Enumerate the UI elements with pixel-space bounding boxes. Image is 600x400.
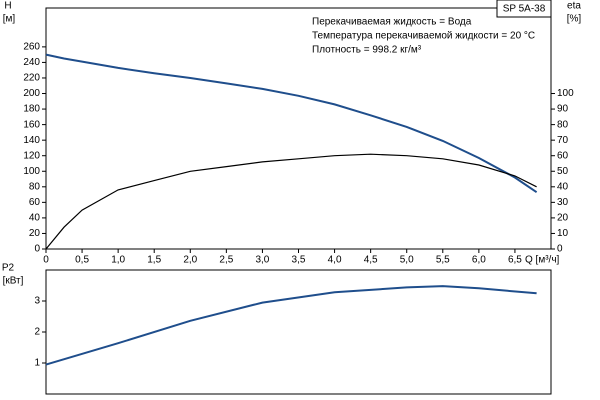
x-label: Q [м³/ч] xyxy=(525,255,560,266)
y2-tick-label: 100 xyxy=(557,88,574,99)
curve xyxy=(45,285,537,366)
x-tick-label: 4,0 xyxy=(328,255,342,266)
y-tick-label: 100 xyxy=(23,166,40,177)
x-tick-label: 3,0 xyxy=(255,255,269,266)
x-tick-label: 5,0 xyxy=(400,255,414,266)
y-tick-label: 60 xyxy=(29,197,41,208)
y2-unit: [%] xyxy=(567,14,582,25)
x-tick-label: 1,5 xyxy=(147,255,161,266)
y-label: H xyxy=(4,1,11,12)
y-tick-label: 80 xyxy=(29,181,41,192)
x-tick-label: 0,5 xyxy=(75,255,89,266)
y-unit: [м] xyxy=(3,14,16,25)
y2-tick-label: 20 xyxy=(557,213,569,224)
x-tick-label: 2,0 xyxy=(183,255,197,266)
y-tick-label: 2 xyxy=(34,327,40,338)
annotation: Перекачиваемая жидкость = Вода xyxy=(312,17,472,28)
y2-tick-label: 60 xyxy=(557,150,569,161)
y2-tick-label: 70 xyxy=(557,135,569,146)
x-tick-label: 4,5 xyxy=(364,255,378,266)
y-tick-label: 160 xyxy=(23,119,40,130)
y-tick-label: 1 xyxy=(34,358,40,369)
curve xyxy=(45,53,538,194)
y-tick-label: 200 xyxy=(23,88,40,99)
chart-title: SP 5A-38 xyxy=(503,4,546,15)
y-tick-label: 0 xyxy=(34,244,40,255)
x-tick-label: 2,5 xyxy=(219,255,233,266)
x-tick-label: 6,0 xyxy=(472,255,486,266)
x-tick-label: 0 xyxy=(43,255,49,266)
y-tick-label: 260 xyxy=(23,42,40,53)
y-tick-label: 220 xyxy=(23,73,40,84)
y2-tick-label: 40 xyxy=(557,181,569,192)
y-tick-label: 180 xyxy=(23,104,40,115)
y-tick-label: 120 xyxy=(23,150,40,161)
y-tick-label: 40 xyxy=(29,213,41,224)
y2-tick-label: 50 xyxy=(557,166,569,177)
x-tick-label: 5,5 xyxy=(436,255,450,266)
y-tick-label: 20 xyxy=(29,228,41,239)
y2-label: eta xyxy=(567,1,581,12)
title-box xyxy=(496,0,552,18)
x-tick-label: 1,0 xyxy=(111,255,125,266)
y2-tick-label: 0 xyxy=(557,244,563,255)
curve xyxy=(45,153,537,250)
annotation: Плотность = 998.2 кг/м³ xyxy=(312,45,422,56)
y-tick-label: 3 xyxy=(34,296,40,307)
plot-frame xyxy=(45,7,552,250)
y-tick-label: 240 xyxy=(23,57,40,68)
y2-tick-label: 90 xyxy=(557,104,569,115)
y2-tick-label: 30 xyxy=(557,197,569,208)
x-tick-label: 6,5 xyxy=(508,255,522,266)
y2-tick-label: 80 xyxy=(557,119,569,130)
y-label: P2 xyxy=(2,263,15,274)
x-tick-label: 3,5 xyxy=(292,255,306,266)
y-unit: [кВт] xyxy=(3,276,24,287)
annotation: Температура перекачиваемой жидкости = 20… xyxy=(312,31,535,42)
y-tick-label: 140 xyxy=(23,135,40,146)
y2-tick-label: 10 xyxy=(557,228,569,239)
